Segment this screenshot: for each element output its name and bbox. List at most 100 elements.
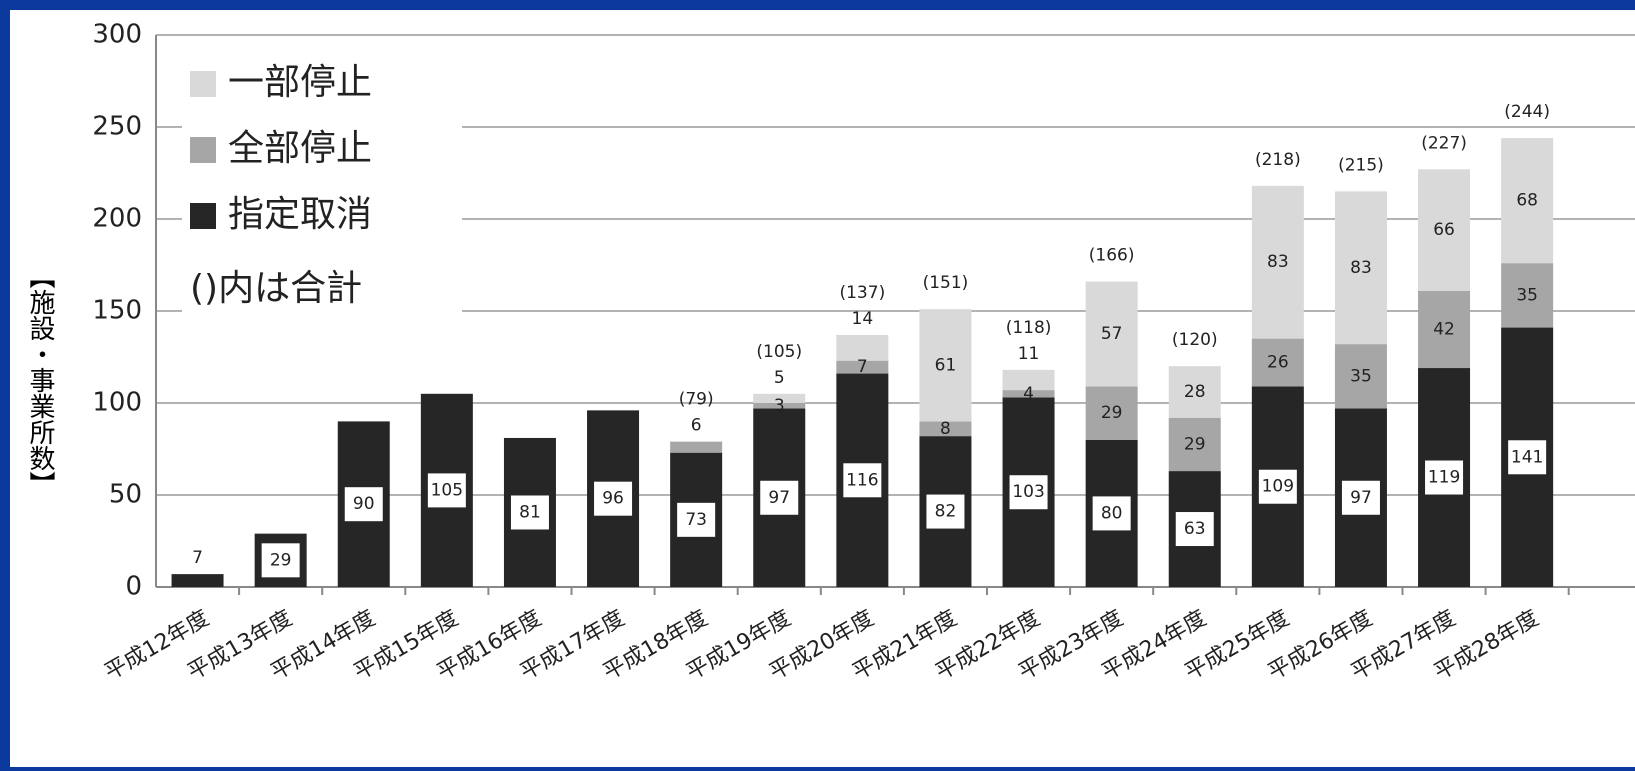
data-label: 80: [1101, 503, 1123, 523]
data-label: 29: [1101, 403, 1123, 423]
total-label: (218): [1255, 150, 1301, 170]
chart-frame: 【施設・事業所数】 0 50 100 150 200 250 300 平成12年度 平成13年度…: [10, 10, 1635, 767]
data-label: 103: [1012, 482, 1044, 502]
data-label: 42: [1433, 319, 1455, 339]
data-label: 14: [852, 309, 874, 329]
data-label: 141: [1511, 447, 1543, 467]
bar-segment: [1085, 281, 1138, 387]
bar-segment: [753, 403, 806, 409]
data-label: 35: [1516, 285, 1538, 305]
bar-segment: [836, 334, 889, 361]
data-label: 6: [691, 416, 702, 436]
legend-label: 全部停止: [228, 128, 372, 169]
data-label-box: [1092, 496, 1131, 531]
data-label-box: [427, 473, 466, 508]
data-label: 63: [1184, 519, 1206, 539]
y-tick-label: 50: [109, 480, 142, 510]
legend-background: [182, 60, 462, 335]
data-label: 5: [774, 368, 785, 388]
y-tick-label: 0: [125, 572, 142, 602]
bar-segment: [919, 421, 972, 437]
bar-segment: [1002, 390, 1055, 398]
total-label: (151): [923, 273, 969, 293]
data-label: 7: [192, 548, 203, 568]
bar-segment: [1418, 290, 1471, 369]
chart: 【施設・事業所数】 050100150200250300平成12年度平成13年度…: [25, 20, 1635, 685]
legend-swatch: [190, 203, 216, 229]
bar-segment: [1501, 263, 1554, 328]
bar-segment: [1334, 191, 1387, 345]
data-label-box: [1425, 460, 1464, 495]
data-label: 4: [1023, 384, 1034, 404]
data-label: 11: [1018, 344, 1040, 364]
data-label-box: [1341, 480, 1380, 515]
data-label: 81: [519, 502, 541, 522]
total-label: (137): [839, 283, 885, 303]
data-label-box: [261, 543, 300, 578]
data-label: 66: [1433, 220, 1455, 240]
data-label-box: [926, 494, 965, 529]
data-label: 83: [1350, 258, 1372, 278]
data-label: 29: [1184, 434, 1206, 454]
data-label: 97: [1350, 488, 1372, 508]
data-label: 83: [1267, 252, 1289, 272]
legend-label: 指定取消: [228, 194, 372, 235]
y-tick-label: 150: [92, 296, 142, 326]
bar-segment: [1002, 369, 1055, 391]
y-tick-label: 100: [92, 388, 142, 418]
bar-segment: [836, 360, 889, 374]
data-label: 57: [1101, 324, 1123, 344]
data-label: 119: [1428, 468, 1460, 488]
bar-segment: [1168, 366, 1221, 418]
data-label: 109: [1262, 477, 1294, 497]
total-label: (227): [1421, 133, 1467, 153]
legend-swatch: [190, 71, 216, 97]
data-label-box: [677, 502, 716, 537]
bar-segment: [1501, 138, 1554, 264]
data-label-box: [1009, 475, 1048, 510]
data-label-box: [1508, 440, 1547, 475]
bar-segment: [1334, 344, 1387, 409]
bar-segment: [1418, 169, 1471, 291]
data-label-box: [1175, 512, 1214, 547]
total-label: (120): [1172, 330, 1218, 350]
data-label-box: [1258, 469, 1297, 504]
data-label: 82: [935, 502, 957, 522]
data-label-box: [760, 480, 799, 515]
bar-segment: [1251, 338, 1304, 387]
data-label: 90: [353, 494, 375, 514]
data-label: 35: [1350, 366, 1372, 386]
bar-segment: [1085, 386, 1138, 440]
data-label: 61: [935, 355, 957, 375]
data-label-box: [594, 481, 633, 516]
data-label: 105: [431, 480, 463, 500]
data-label: 97: [768, 488, 790, 508]
data-label: 8: [940, 419, 951, 439]
y-axis-label: 【施設・事業所数】: [25, 263, 55, 497]
legend-swatch: [190, 137, 216, 163]
data-label: 29: [270, 550, 292, 570]
data-label: 26: [1267, 353, 1289, 373]
legend-label: 一部停止: [228, 62, 372, 103]
total-label: (79): [679, 390, 714, 410]
total-label: (166): [1089, 246, 1135, 266]
data-label-box: [344, 487, 383, 522]
data-label-box: [843, 463, 882, 498]
bar-segment: [1168, 417, 1221, 472]
data-label: 73: [685, 510, 707, 530]
y-tick-label: 250: [92, 112, 142, 142]
data-label: 96: [602, 489, 624, 509]
bar-segment: [753, 393, 806, 403]
data-label: 116: [846, 470, 878, 490]
bar-segment: [171, 574, 224, 587]
data-label-box: [510, 495, 549, 530]
total-label: (105): [756, 342, 802, 362]
bar-segment: [919, 309, 972, 422]
bar-segment: [1251, 185, 1304, 339]
data-label: 7: [857, 357, 868, 377]
y-tick-label: 300: [92, 20, 142, 50]
y-tick-label: 200: [92, 204, 142, 234]
total-label: (118): [1006, 318, 1052, 338]
data-label: 3: [774, 396, 785, 416]
total-label: (215): [1338, 155, 1384, 175]
